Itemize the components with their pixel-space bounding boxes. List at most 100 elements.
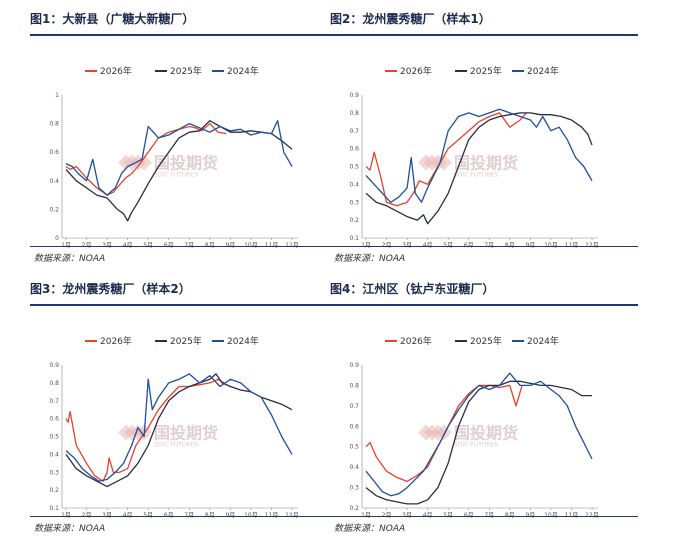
x-tick-label: 4月 <box>423 242 433 249</box>
x-tick-label: 11月 <box>265 242 279 249</box>
x-tick-label: 8月 <box>205 512 215 519</box>
x-tick-label: 10月 <box>544 512 558 519</box>
x-tick-label: 3月 <box>102 242 112 249</box>
x-tick-label: 8月 <box>205 242 215 249</box>
watermark-subtext: SDIC FUTURES <box>154 442 198 449</box>
y-tick-label: 0.9 <box>49 362 59 369</box>
x-tick-label: 1月 <box>61 512 71 519</box>
watermark-subtext: SDIC FUTURES <box>154 172 198 179</box>
watermark-subtext: SDIC FUTURES <box>454 172 498 179</box>
source-divider <box>30 516 338 517</box>
legend-label: 2024年 <box>527 65 559 77</box>
chart-panel-4: 图4：江州区（钛卢东亚糖厂） 2026年 2025年 2024年国投期货 SDIC F… <box>330 280 638 542</box>
x-tick-label: 11月 <box>565 512 579 519</box>
x-tick-label: 7月 <box>484 512 494 519</box>
x-tick-label: 9月 <box>525 512 535 519</box>
title-divider <box>330 304 638 306</box>
watermark-text: 国投期货 <box>154 424 218 443</box>
watermark-logo-shape <box>436 154 452 171</box>
x-tick-label: 1月 <box>361 512 371 519</box>
watermark-logo-shape <box>136 154 152 171</box>
legend-label: 2026年 <box>400 335 432 347</box>
y-tick-label: 0.1 <box>349 235 359 242</box>
x-tick-label: 3月 <box>102 512 112 519</box>
x-tick-label: 1月 <box>361 242 371 249</box>
y-tick-label: 0.7 <box>49 398 59 405</box>
y-tick-label: 0.4 <box>349 181 359 188</box>
y-tick-label: 0.1 <box>49 505 59 512</box>
chart-title: 图4：江州区（钛卢东亚糖厂） <box>330 282 495 296</box>
y-tick-label: 0.9 <box>349 362 359 369</box>
x-tick-label: 7月 <box>184 512 194 519</box>
x-tick-label: 12月 <box>585 512 599 519</box>
series-line-s2024 <box>65 120 293 196</box>
x-tick-label: 9月 <box>225 512 235 519</box>
legend-label: 2024年 <box>527 335 559 347</box>
y-tick-label: 0.2 <box>49 487 59 494</box>
legend-label: 2025年 <box>470 335 502 347</box>
x-tick-label: 3月 <box>402 242 412 249</box>
x-tick-label: 4月 <box>123 512 133 519</box>
x-tick-label: 9月 <box>225 242 235 249</box>
y-tick-label: 0.2 <box>349 217 359 224</box>
series-line-s2025 <box>65 120 293 222</box>
y-tick-label: 0.6 <box>349 146 359 153</box>
source-note: 数据来源：NOAA <box>334 254 406 264</box>
x-tick-label: 10月 <box>244 242 258 249</box>
x-tick-label: 11月 <box>565 242 579 249</box>
watermark-logo-shape <box>436 424 452 441</box>
title-divider <box>30 34 338 36</box>
y-tick-label: 0.8 <box>349 110 359 117</box>
y-tick-label: 0.8 <box>49 121 59 128</box>
y-tick-label: 0.5 <box>349 164 359 171</box>
series-line-s2026 <box>365 112 527 207</box>
watermark-subtext: SDIC FUTURES <box>454 442 498 449</box>
y-tick-label: 0.5 <box>49 434 59 441</box>
x-tick-label: 10月 <box>244 512 258 519</box>
y-tick-label: 0.8 <box>349 382 359 389</box>
y-tick-label: 0 <box>55 235 59 242</box>
x-tick-label: 12月 <box>285 242 299 249</box>
y-tick-label: 0.3 <box>49 469 59 476</box>
x-tick-label: 2月 <box>382 242 392 249</box>
source-note: 数据来源：NOAA <box>34 254 106 264</box>
x-tick-label: 2月 <box>82 242 92 249</box>
y-tick-label: 0.4 <box>349 464 359 471</box>
legend-label: 2026年 <box>400 65 432 77</box>
watermark-text: 国投期货 <box>454 154 518 173</box>
x-tick-label: 7月 <box>184 242 194 249</box>
y-tick-label: 0.2 <box>49 206 59 213</box>
x-tick-label: 2月 <box>382 512 392 519</box>
chart-title: 图1：大新县（广糖大新糖厂） <box>30 12 195 26</box>
x-tick-label: 8月 <box>505 242 515 249</box>
y-tick-label: 0.3 <box>349 485 359 492</box>
series-line-s2025 <box>365 112 593 225</box>
x-tick-label: 6月 <box>464 512 474 519</box>
legend-label: 2025年 <box>470 65 502 77</box>
x-tick-label: 5月 <box>143 512 153 519</box>
x-tick-label: 12月 <box>585 242 599 249</box>
x-tick-label: 5月 <box>443 242 453 249</box>
x-tick-label: 4月 <box>423 512 433 519</box>
legend-label: 2026年 <box>100 65 132 77</box>
chart-panel-1: 图1：大新县（广糖大新糖厂） 2026年 2025年 2024年 国投期货 SDIC F… <box>30 10 338 272</box>
legend-label: 2024年 <box>227 65 259 77</box>
x-tick-label: 10月 <box>544 242 558 249</box>
x-tick-label: 3月 <box>402 512 412 519</box>
x-tick-label: 1月 <box>61 242 71 249</box>
y-tick-label: 0.6 <box>349 423 359 430</box>
y-tick-label: 0.2 <box>349 505 359 512</box>
series-line-s2025 <box>365 380 592 505</box>
x-tick-label: 11月 <box>265 512 279 519</box>
chart-title: 图3：龙州震秀糖厂（样本2） <box>30 282 191 296</box>
chart-panel-3: 图3：龙州震秀糖厂（样本2） 2026年 2025年 2024年 国投期货 SDIC F… <box>30 280 338 542</box>
source-divider <box>30 246 338 247</box>
series-line-s2024 <box>65 373 293 482</box>
watermark-text: 国投期货 <box>454 424 518 443</box>
y-tick-label: 0.6 <box>49 149 59 156</box>
y-tick-label: 0.4 <box>49 178 59 185</box>
y-tick-label: 0.7 <box>349 403 359 410</box>
